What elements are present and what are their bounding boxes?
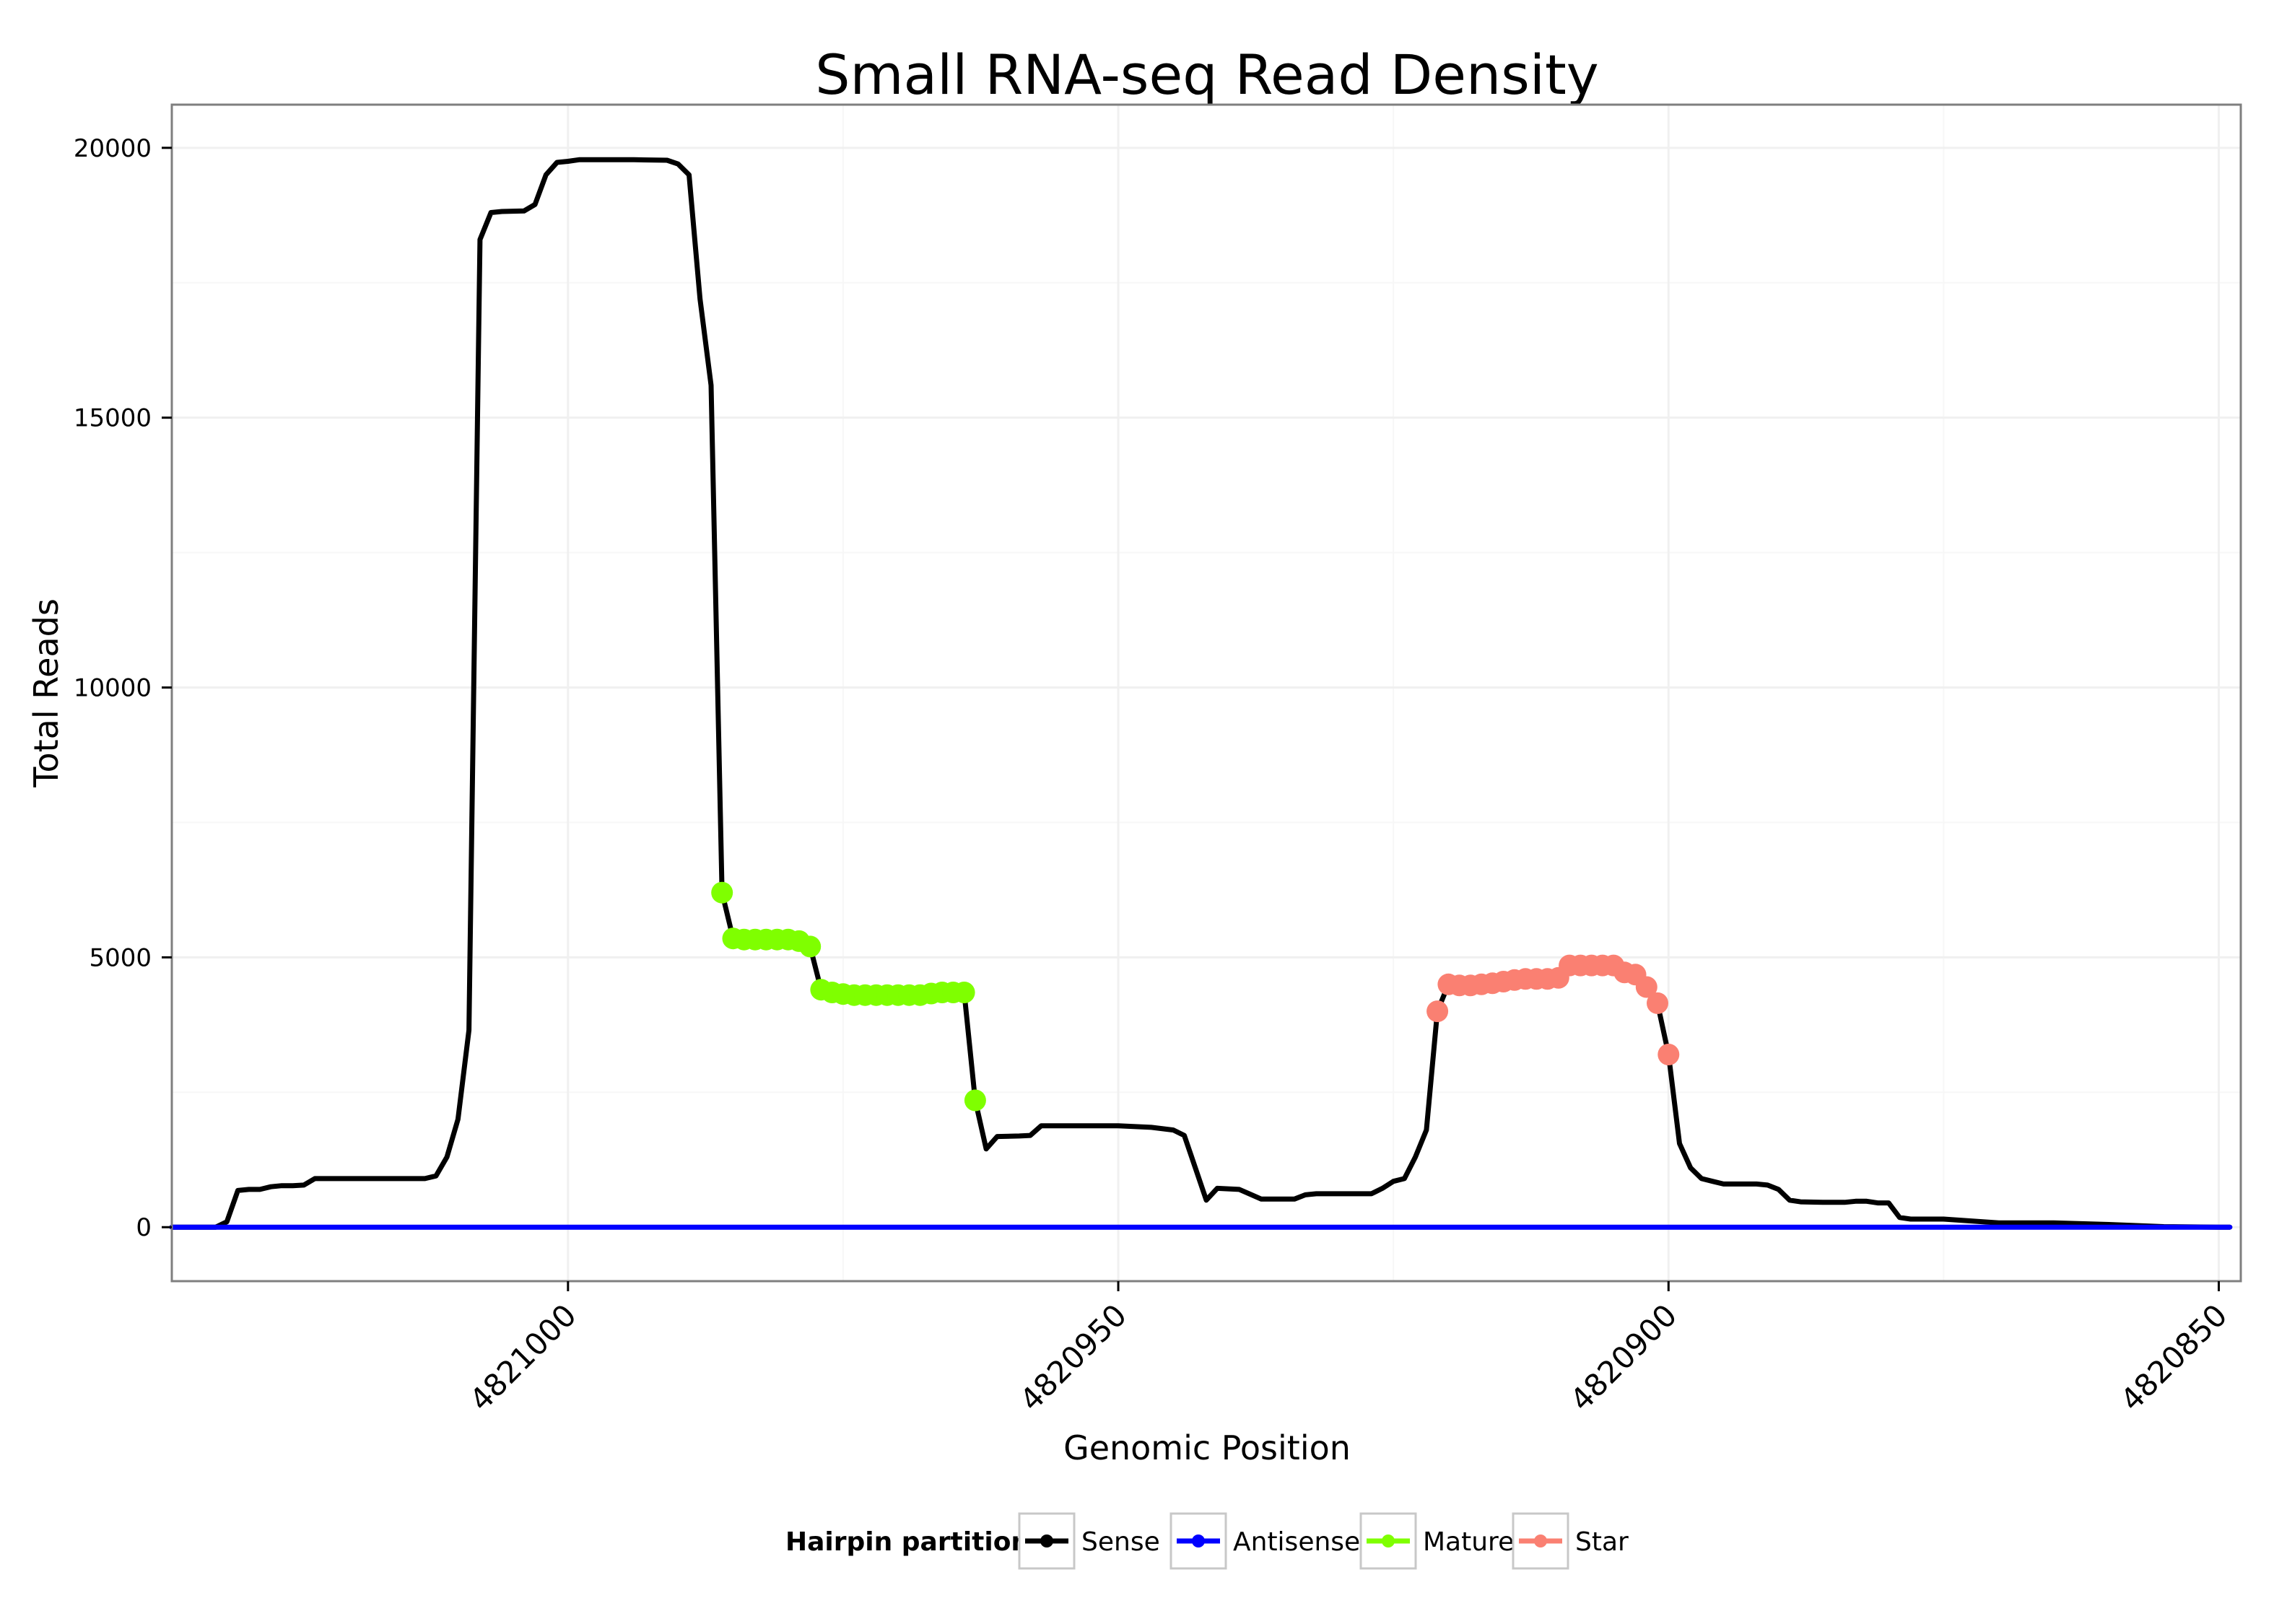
series-line-sense [169, 157, 2233, 1230]
legend-entry-antisense: Antisense [1169, 1512, 1360, 1570]
legend-entry-mature: Mature [1359, 1512, 1514, 1570]
y-tick-label: 20000 [74, 134, 152, 163]
legend-label: Mature [1423, 1527, 1514, 1557]
chart-title: Small RNA-seq Read Density [815, 43, 1598, 107]
point-star [1657, 1044, 1680, 1065]
y-tick-label: 15000 [74, 404, 152, 433]
point-mature [799, 935, 822, 958]
legend-label: Antisense [1233, 1527, 1360, 1557]
point-mature [953, 982, 975, 1003]
legend-key-point [1040, 1534, 1053, 1547]
point-mature [964, 1089, 986, 1112]
x-axis-title: Genomic Position [1063, 1428, 1351, 1467]
series-points [711, 881, 1680, 1112]
y-axis-title: Total Reads [27, 598, 66, 788]
legend-label: Star [1575, 1527, 1629, 1557]
legend-key-point [1192, 1534, 1205, 1547]
y-tick-label: 10000 [74, 674, 152, 703]
minor-gridlines [172, 105, 2241, 1281]
legend-key-point [1382, 1534, 1395, 1547]
legend-entry-star: Star [1512, 1512, 1629, 1570]
point-star [1426, 1000, 1449, 1023]
y-tick-label: 0 [136, 1213, 152, 1242]
point-star [1635, 976, 1657, 998]
point-star [1647, 992, 1668, 1014]
legend-key-point [1534, 1534, 1547, 1547]
y-axis: 0 5000 10000 15000 20000 [74, 134, 172, 1242]
y-tick-label: 5000 [89, 943, 152, 972]
series-lines [169, 157, 2233, 1230]
legend-label: Sense [1081, 1527, 1160, 1557]
legend-title: Hairpin partition [785, 1527, 1029, 1557]
plot-panel [172, 105, 2241, 1281]
legend: Hairpin partition Sense Antisense Mature Sta… [785, 1512, 1629, 1570]
legend-entry-sense: Sense [1018, 1512, 1160, 1570]
plot-border [170, 103, 2242, 1283]
point-mature [711, 881, 733, 904]
